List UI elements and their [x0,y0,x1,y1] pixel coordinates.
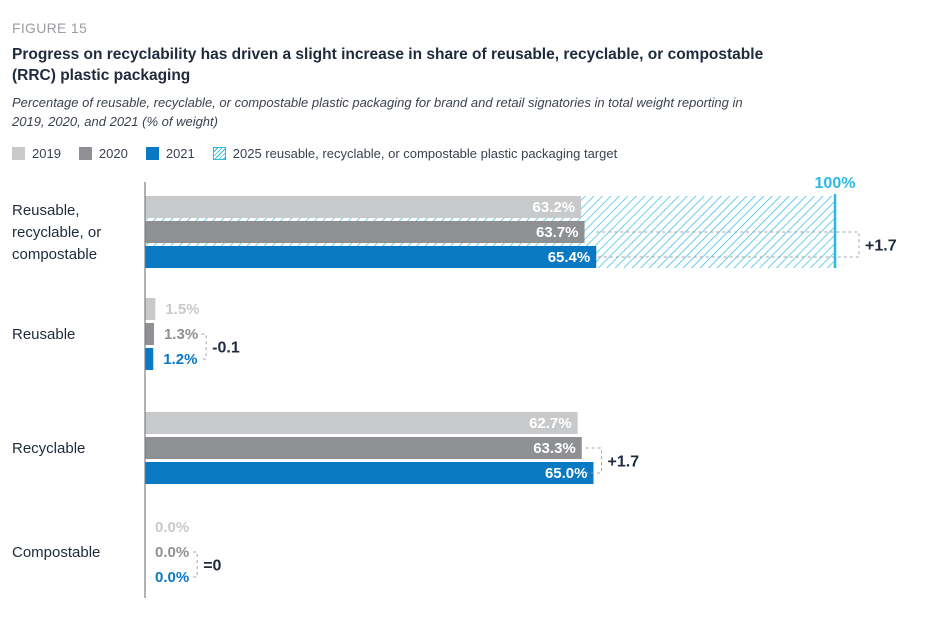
value-label: 0.0% [155,519,189,536]
bar-reusable-recyclable-or-compostable-2020 [145,221,585,243]
value-label: 1.3% [164,326,198,343]
legend-item-target: 2025 reusable, recyclable, or compostabl… [212,145,618,161]
bar-reusable-recyclable-or-compostable-2019 [145,196,582,218]
bar-reusable-2019 [145,298,156,320]
category-label: Recyclable [12,440,85,457]
difference-bracket [193,551,198,578]
bar-recyclable-2021 [145,462,594,484]
value-label: 63.2% [533,199,576,216]
legend-label-2020: 2020 [98,145,128,161]
target-value-label: 100% [815,175,856,192]
chart-title: Progress on recyclability has driven a s… [12,46,764,84]
legend: 2019 2020 2021 2025 reusable, recyclable… [12,144,617,162]
difference-bracket [201,333,207,360]
value-label: 1.2% [163,351,197,368]
category-label: Reusable, recyclable, or compostable [12,202,101,263]
value-label: 65.0% [545,465,588,482]
value-label: 65.4% [548,249,591,266]
value-label: 63.3% [533,440,576,457]
category-label: Compostable [12,544,100,561]
category-label: Reusable [12,326,75,343]
difference-bracket [585,447,602,474]
legend-label-target: 2025 reusable, recyclable, or compostabl… [232,145,618,161]
bar-reusable-2021 [145,348,154,370]
value-label: 62.7% [529,415,572,432]
value-label: 63.7% [536,224,579,241]
legend-label-2019: 2019 [32,145,61,161]
value-label: 0.0% [155,569,189,586]
legend-swatch-2020 [78,146,92,160]
value-label: 0.0% [155,544,189,561]
legend-swatch-2019 [12,146,25,160]
bar-recyclable-2019 [145,412,578,434]
legend-swatch-2021 [145,146,159,160]
legend-item-2020: 2020 [78,145,128,161]
legend-swatch-target [212,146,226,160]
legend-item-2019: 2019 [12,146,61,161]
difference-label: +1.7 [608,454,640,471]
chart-subtitle: Percentage of reusable, recyclable, or c… [12,95,743,129]
value-label: 1.5% [165,301,199,318]
legend-item-2021: 2021 [145,145,195,161]
difference-label: +1.7 [865,238,897,255]
bar-reusable-2020 [145,323,154,345]
bar-recyclable-2020 [145,437,582,459]
bar-chart: 63.2% 63.7% 65.4% Reusable, recyclable, or co… [12,175,897,598]
difference-label: =0 [203,558,221,575]
difference-label: -0.1 [212,340,240,357]
legend-label-2021: 2021 [165,145,195,161]
figure-label: FIGURE 15 [12,20,88,36]
bar-reusable-recyclable-or-compostable-2021 [145,246,597,268]
